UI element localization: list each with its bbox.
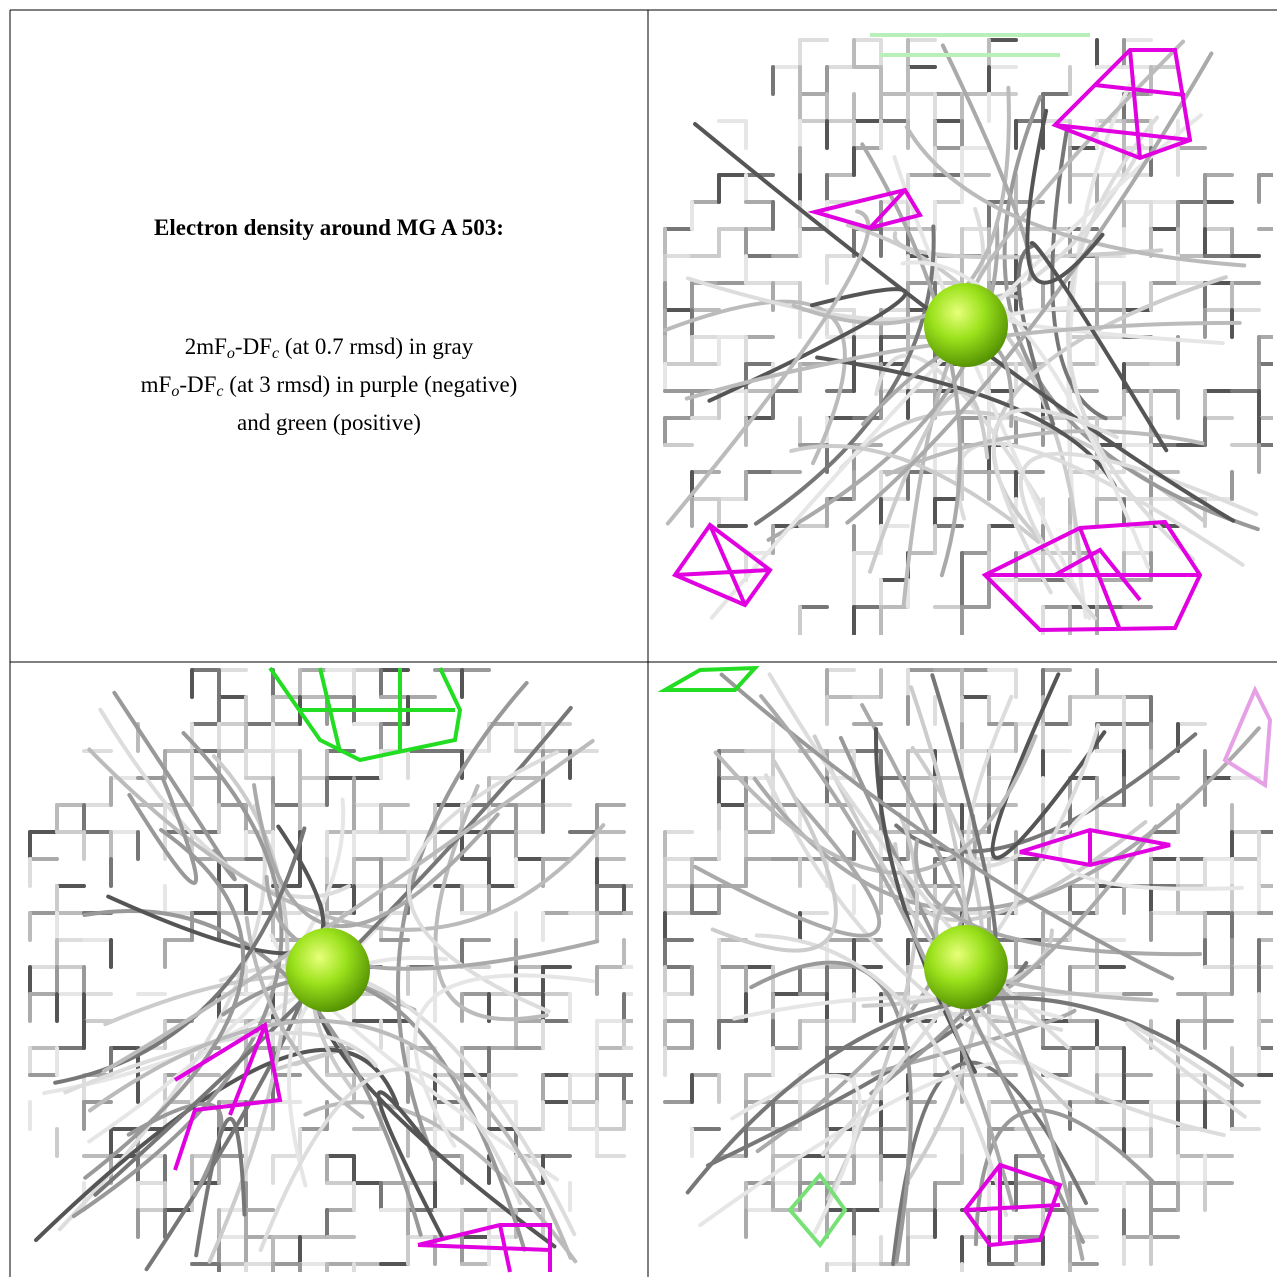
mesh-line	[87, 1018, 573, 1260]
mesh-blob	[173, 1021, 283, 1171]
mesh-line	[815, 355, 1117, 488]
mesh-line	[221, 976, 527, 1252]
caption-text: -DF	[179, 372, 217, 397]
mesh-line	[789, 443, 1041, 544]
mesh-line	[955, 441, 1245, 567]
mesh-line	[759, 694, 1016, 1212]
mesh-line	[218, 963, 577, 1237]
mesh-line	[665, 209, 871, 526]
mesh-line	[990, 672, 1107, 860]
caption-text: (at 3 rmsd) in purple (negative)	[223, 372, 518, 397]
caption: Electron density around MG A 503: 2mFo-D…	[10, 10, 648, 662]
mesh-line	[754, 933, 1009, 1218]
mesh-line	[892, 155, 1092, 621]
caption-text: and green (positive)	[237, 410, 421, 435]
caption-line: mFo-DFc (at 3 rmsd) in purple (negative)	[10, 366, 648, 404]
mesh-line	[194, 1116, 247, 1258]
mg-ion	[286, 928, 370, 1012]
mesh-line	[127, 775, 198, 885]
mesh-line	[112, 690, 237, 882]
subscript: o	[226, 345, 235, 362]
mesh-line	[376, 1090, 444, 1238]
mesh-line	[693, 122, 1236, 523]
mesh-line	[396, 680, 529, 1164]
mesh-blob	[657, 665, 760, 692]
subscript: c	[216, 383, 224, 400]
mg-ion	[924, 283, 1008, 367]
mesh-blob	[417, 1223, 552, 1273]
mesh-line	[413, 973, 596, 1148]
mesh-line	[1025, 108, 1105, 285]
mesh-line	[820, 723, 1101, 1157]
mesh-blob	[1051, 48, 1193, 161]
caption-text: 2mF	[184, 334, 227, 359]
mesh-blob	[1222, 685, 1273, 789]
mesh-line	[902, 1011, 1064, 1032]
mesh-blob	[1019, 827, 1171, 868]
mesh-line	[433, 784, 549, 1022]
caption-title: Electron density around MG A 503:	[154, 215, 504, 240]
mesh-line	[1058, 795, 1244, 891]
caption-text: (at 0.7 rmsd) in gray	[279, 334, 474, 359]
mesh-line	[860, 142, 962, 578]
mesh-blob	[671, 522, 773, 608]
mesh-blob	[807, 187, 924, 231]
mesh-line	[752, 726, 1261, 912]
mesh-line	[83, 828, 246, 1180]
mesh-line	[258, 1067, 523, 1252]
caption-line: and green (positive)	[10, 404, 648, 442]
mesh-line	[1002, 94, 1260, 532]
density-panel	[663, 668, 1273, 1272]
mesh-line	[767, 672, 1070, 1050]
caption-lines: 2mFo-DFc (at 0.7 rmsd) in gray mFo-DFc (a…	[10, 328, 648, 442]
mesh-line	[693, 796, 882, 938]
mesh-line	[1018, 451, 1259, 621]
mesh-line	[825, 812, 919, 1201]
mesh-line	[303, 1100, 578, 1264]
mesh-line	[1065, 115, 1196, 562]
mesh-line	[838, 735, 1085, 1244]
mg-ion	[924, 925, 1008, 1009]
subscript: c	[271, 345, 280, 362]
mesh-line	[904, 125, 1247, 268]
mesh-blob	[787, 1171, 848, 1249]
mesh-line	[753, 224, 936, 526]
mesh-line	[766, 221, 1000, 542]
mesh-line	[710, 759, 838, 953]
mesh-line	[71, 731, 284, 1219]
subscript: o	[171, 383, 180, 400]
mesh-line	[991, 407, 1119, 595]
mesh-line	[707, 287, 908, 403]
mesh-blob	[268, 666, 463, 763]
mesh-line	[900, 260, 1151, 570]
mesh-line	[868, 389, 990, 574]
mesh-blob	[962, 1162, 1063, 1248]
caption-line: 2mFo-DFc (at 0.7 rmsd) in gray	[10, 328, 648, 366]
mesh-line	[749, 960, 913, 1264]
mesh-blob	[870, 33, 1090, 57]
mesh-line	[892, 231, 1164, 260]
caption-text: -DF	[234, 334, 272, 359]
panel-borders	[9, 9, 1277, 1277]
mesh-line	[252, 783, 500, 928]
caption-text: mF	[140, 372, 172, 397]
mesh-line	[1016, 244, 1056, 426]
negative-density	[173, 48, 1273, 1273]
mesh-blob	[981, 519, 1203, 633]
density-panel	[28, 668, 633, 1272]
mesh-line	[1029, 241, 1169, 453]
mesh-line	[1125, 1021, 1247, 1119]
positive-density	[268, 33, 1090, 1249]
